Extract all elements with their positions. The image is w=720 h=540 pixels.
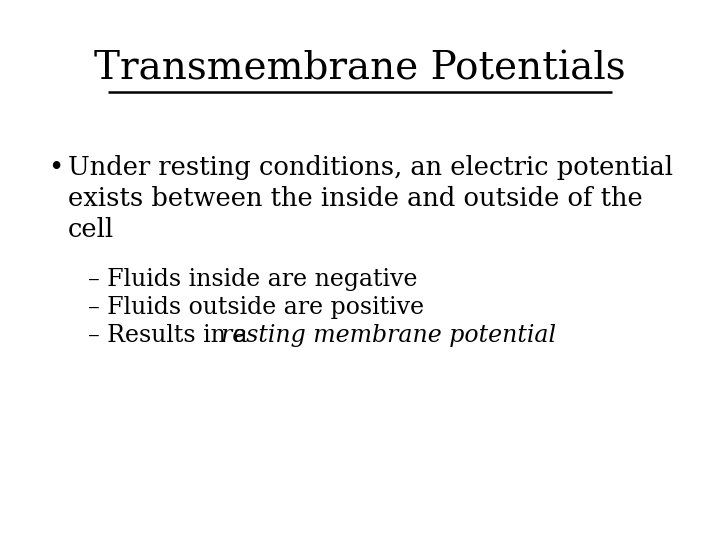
Text: •: • [48,155,63,180]
Text: Under resting conditions, an electric potential: Under resting conditions, an electric po… [68,155,673,180]
Text: – Results in a: – Results in a [88,324,255,347]
Text: – Fluids inside are negative: – Fluids inside are negative [88,268,418,291]
Text: – Fluids outside are positive: – Fluids outside are positive [88,296,424,319]
Text: Transmembrane Potentials: Transmembrane Potentials [94,50,626,87]
Text: resting membrane potential: resting membrane potential [220,324,556,347]
Text: cell: cell [68,217,114,242]
Text: exists between the inside and outside of the: exists between the inside and outside of… [68,186,643,211]
